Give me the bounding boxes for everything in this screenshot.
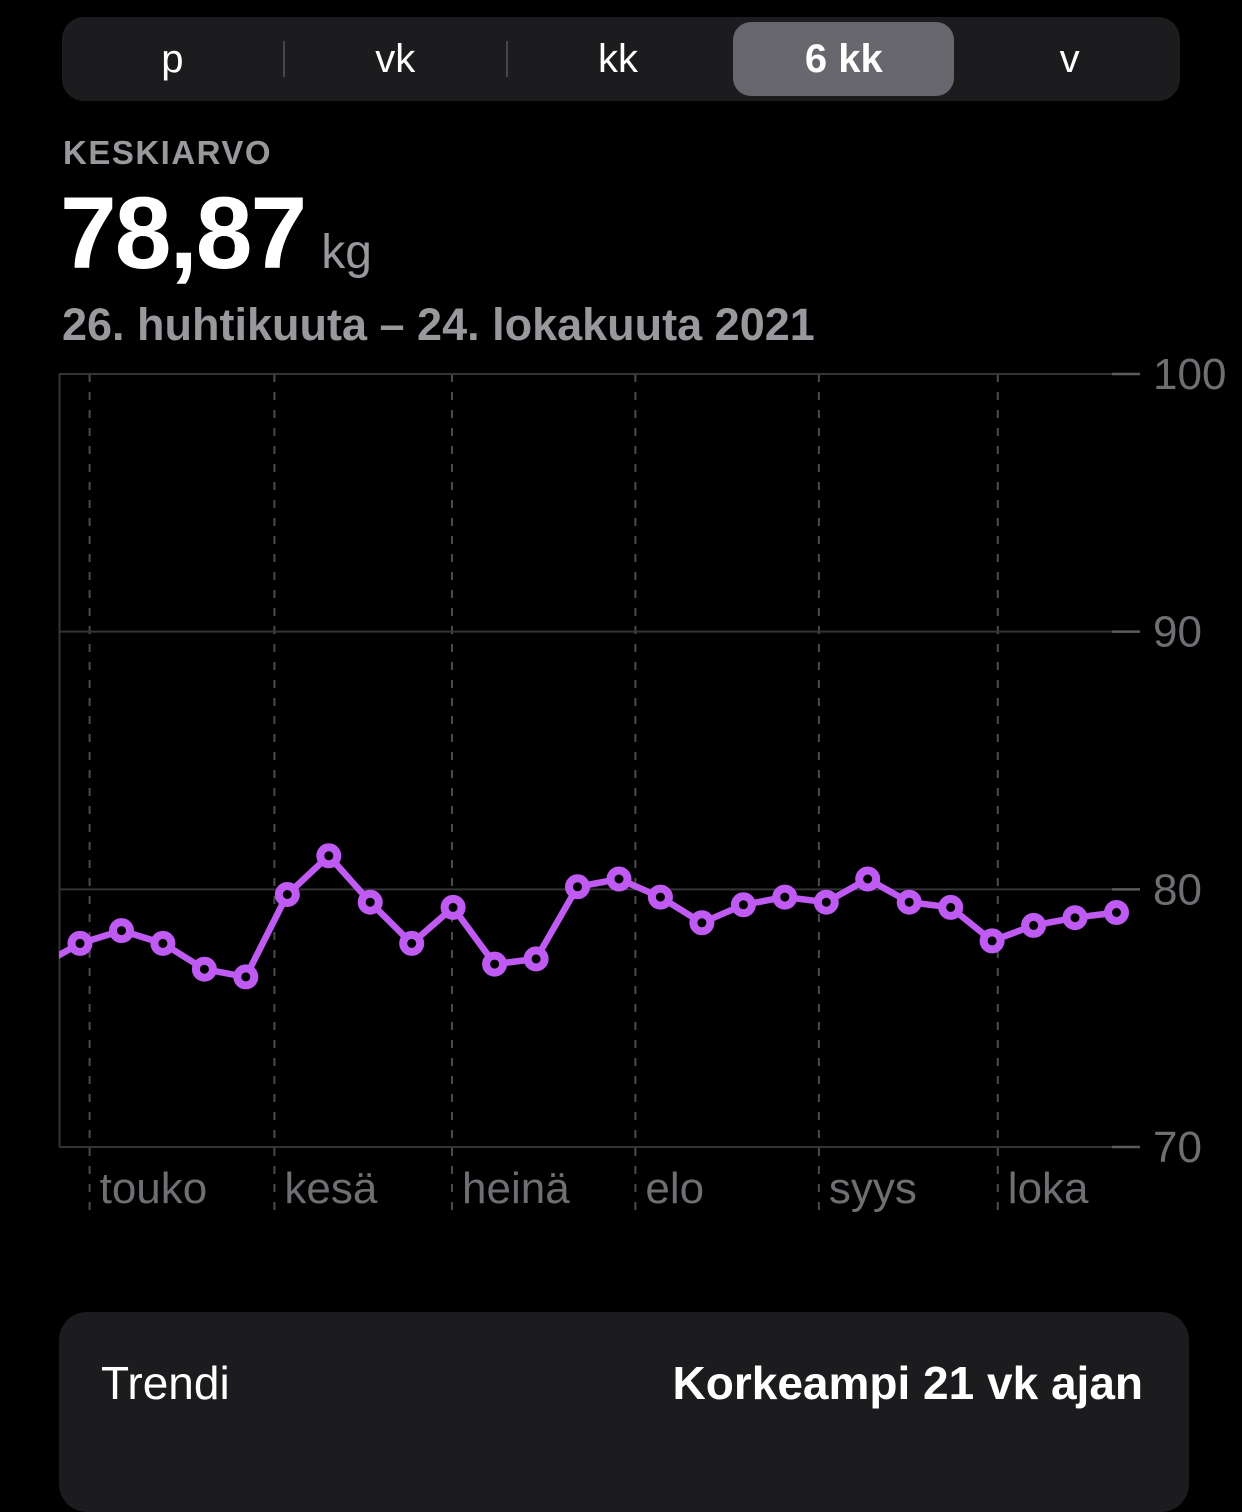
y-axis-label: 90	[1153, 608, 1202, 657]
x-axis-label: elo	[645, 1164, 704, 1213]
y-axis-label: 80	[1153, 865, 1202, 914]
data-point	[1104, 900, 1129, 925]
data-point	[274, 882, 300, 907]
data-point	[855, 866, 881, 892]
data-point	[565, 874, 590, 900]
time-range-segmented-control[interactable]: p vk kk 6 kk v	[62, 17, 1180, 101]
average-value-row: 78,87 kg	[60, 176, 372, 290]
x-axis-label: syys	[829, 1164, 917, 1213]
x-axis-label: loka	[1008, 1164, 1089, 1213]
trend-value: Korkeampi 21 vk ajan	[672, 1357, 1143, 1409]
data-point	[523, 946, 549, 972]
data-point	[109, 918, 134, 944]
data-point	[1062, 905, 1088, 931]
y-axis-label: 100	[1153, 350, 1226, 399]
data-point	[813, 889, 839, 915]
data-point	[233, 964, 259, 990]
data-point	[150, 930, 176, 956]
data-point	[440, 894, 466, 920]
tab-vk[interactable]: vk	[375, 36, 416, 81]
data-point	[979, 928, 1005, 954]
tab-v[interactable]: v	[1059, 36, 1080, 81]
date-range: 26. huhtikuuta – 24. lokakuuta 2021	[62, 299, 815, 350]
segment-divider	[282, 41, 285, 77]
data-point	[772, 884, 798, 910]
average-unit: kg	[321, 226, 372, 279]
x-axis-label: heinä	[462, 1164, 570, 1213]
tab-6kk[interactable]: 6 kk	[733, 22, 955, 96]
data-point	[67, 930, 93, 956]
data-point	[191, 956, 217, 982]
data-point	[482, 951, 508, 977]
x-axis-label: kesä	[284, 1164, 377, 1213]
data-point	[938, 894, 964, 920]
data-point	[606, 866, 632, 892]
data-point	[1021, 912, 1047, 938]
average-label: KESKIARVO	[63, 134, 273, 171]
data-point	[896, 889, 922, 915]
data-point	[399, 930, 425, 956]
data-point	[647, 884, 673, 910]
data-point	[689, 910, 715, 936]
trend-card: Trendi Korkeampi 21 vk ajan	[59, 1312, 1189, 1512]
data-point	[730, 892, 756, 918]
x-axis-label: touko	[100, 1164, 208, 1213]
tab-kk[interactable]: kk	[597, 36, 638, 81]
y-axis-label: 70	[1153, 1123, 1202, 1172]
weight-chart[interactable]: 100 90 80 70 touko kesä heinä elo syys loka	[0, 0, 1242, 1250]
tab-p[interactable]: p	[161, 36, 184, 81]
segment-divider	[505, 41, 508, 77]
data-point	[357, 889, 383, 915]
data-point	[316, 843, 342, 869]
average-value: 78,87	[60, 176, 307, 290]
trend-label: Trendi	[101, 1357, 230, 1409]
